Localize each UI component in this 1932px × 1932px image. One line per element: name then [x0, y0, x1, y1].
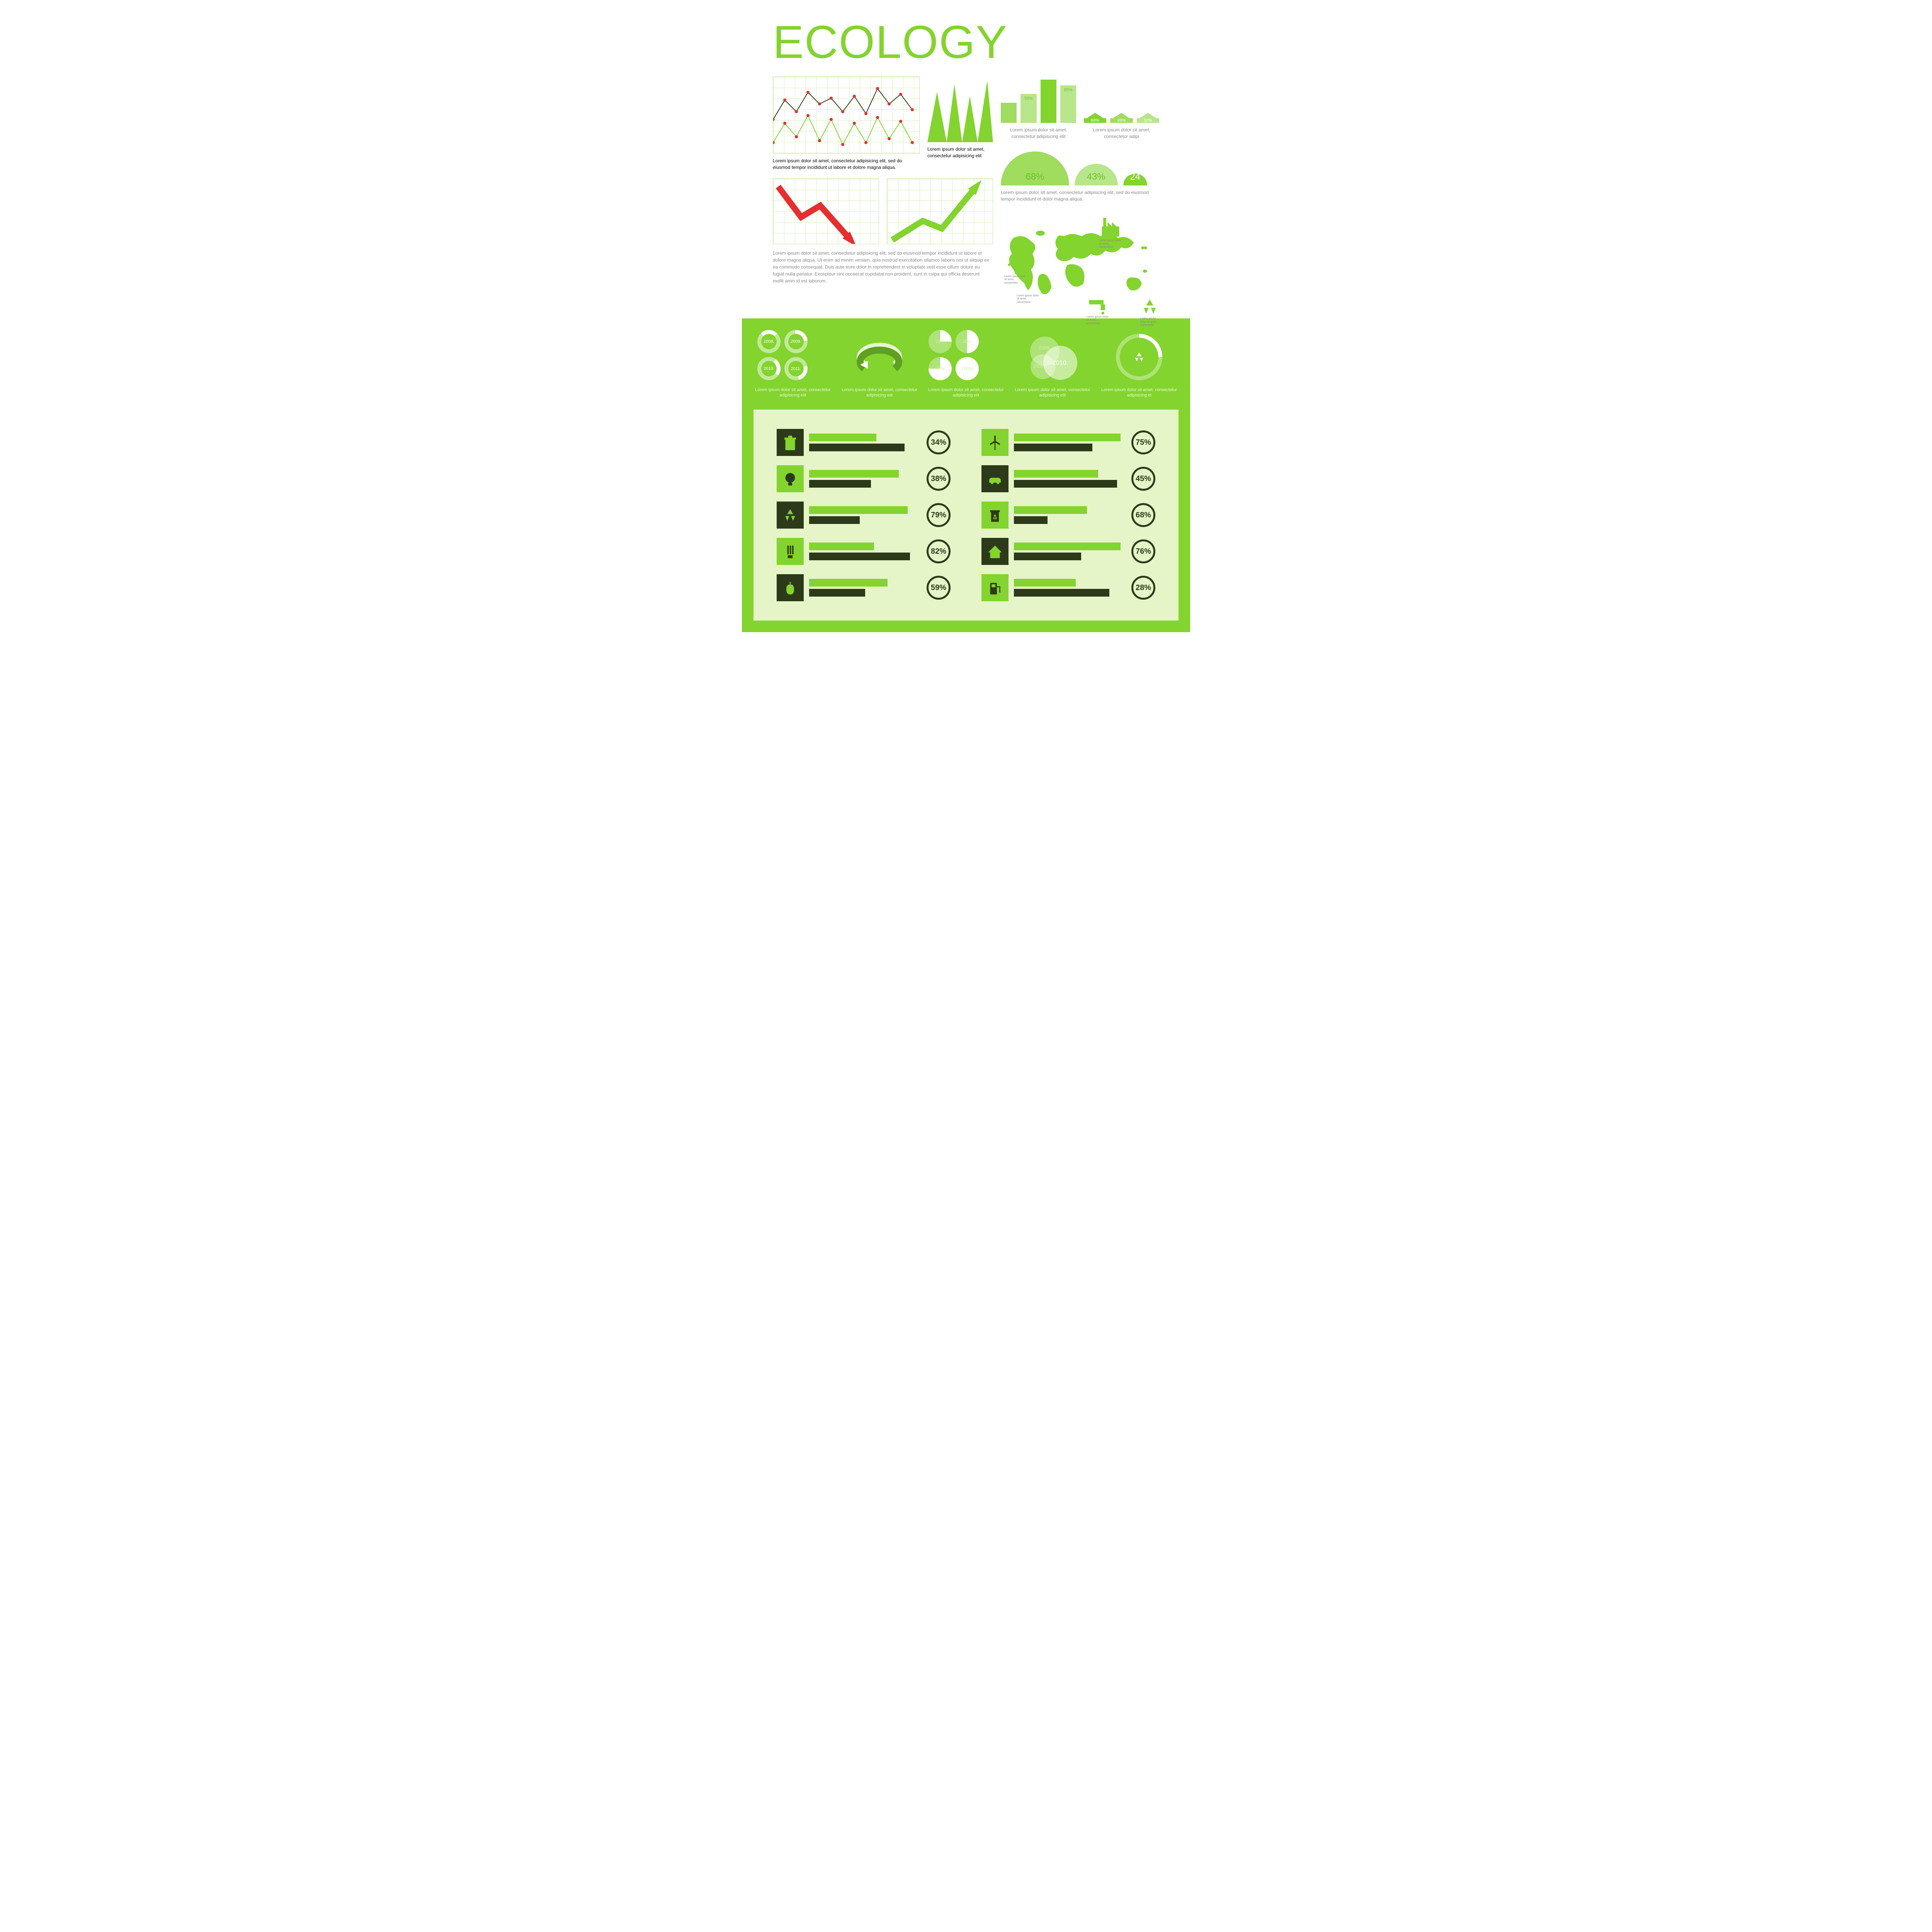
bulb-icon: [777, 465, 804, 492]
map-callout: Lorem ipsum dolor sit amet, consectetur: [1099, 215, 1122, 249]
progress-pct: 82%: [927, 539, 951, 563]
car-icon: [981, 465, 1009, 492]
recycle-bin-icon: [981, 502, 1009, 529]
progress-panel: 34% 75% 38% 45%: [753, 410, 1179, 621]
progress-row: 45%: [981, 465, 1155, 492]
progress-bar-top: [1014, 506, 1087, 514]
progress-bar-top: [809, 470, 899, 478]
progress-pct: 38%: [927, 467, 951, 491]
band-item-pie-grid: 25%50%75%100%Lorem ipsum dolor sit amet,…: [927, 330, 1005, 398]
progress-row: 28%: [981, 574, 1155, 601]
progress-pct: 76%: [1131, 539, 1155, 563]
bar: 50%: [1020, 94, 1036, 123]
progress-row: 76%: [981, 538, 1155, 565]
apple-icon: [777, 574, 804, 601]
wind-turbine-icon: [981, 429, 1009, 456]
line-chart: [773, 77, 920, 154]
progress-pct: 45%: [1131, 467, 1155, 491]
hump: 24: [1123, 173, 1147, 185]
bar-chart-b-caption: Lorem ipsum dolor sit amet, consectetur …: [1084, 127, 1159, 140]
humps-caption: Lorem ipsum dolor sit amet, consectetur …: [1001, 189, 1159, 202]
progress-pct: 79%: [927, 503, 951, 527]
progress-row: 75%: [981, 429, 1155, 456]
progress-row: 38%: [777, 465, 951, 492]
progress-bar-top: [1014, 434, 1121, 441]
progress-bar-bottom: [1014, 480, 1117, 488]
line-chart-caption: Lorem ipsum dolor sit amet, consectetur …: [773, 158, 920, 171]
progress-bar-top: [1014, 579, 1076, 587]
green-band: 2008.2009.2010.2011.Lorem ipsum dolor si…: [742, 318, 1190, 633]
progress-bar-bottom: [1014, 589, 1109, 597]
bar-chart-a-caption: Lorem ipsum dolor sit amet, consectetur …: [1001, 127, 1076, 140]
area-chart: [927, 77, 993, 142]
progress-bar-top: [809, 579, 888, 587]
trend-down-chart: [773, 179, 879, 244]
area-chart-caption: Lorem ipsum dolor sit amet, consectetur …: [927, 146, 993, 159]
progress-bar-top: [809, 434, 876, 441]
progress-bar-top: [1014, 470, 1098, 478]
map-callout: Lorem ipsum dolor sit amet, consectetur: [1017, 270, 1040, 304]
progress-row: 34%: [777, 429, 951, 456]
progress-row: 68%: [981, 502, 1155, 529]
svg-text:2010.: 2010.: [1053, 360, 1068, 366]
progress-bar-bottom: [1014, 516, 1048, 524]
recycle-icon: [777, 502, 804, 529]
progress-bar-bottom: [809, 589, 865, 597]
bar: [1041, 80, 1056, 123]
arrow-bar: 32%: [1137, 118, 1159, 123]
map-callout: Lorem ipsum dolor sit amet, consectetur: [1140, 297, 1159, 327]
progress-bar-bottom: [809, 553, 910, 560]
progress-bar-bottom: [1014, 444, 1092, 451]
band-item-recycle-dial: Lorem ipsum dolor sit amet, consectetur …: [1100, 330, 1179, 398]
hump: 43%: [1075, 164, 1118, 185]
progress-row: 82%: [777, 538, 951, 565]
trend-up-chart: [887, 179, 993, 244]
progress-bar-bottom: [809, 444, 905, 451]
semicircle-chart: 68% 43% 24: [1001, 151, 1159, 185]
arrow-bar: 49%: [1110, 118, 1133, 123]
progress-row: 59%: [777, 574, 951, 601]
svg-text:2008.: 2008.: [1039, 345, 1051, 350]
arrow-bar: 68%: [1084, 118, 1106, 123]
fuel-pump-icon: [981, 574, 1009, 601]
band-item-venn: 2008. 2009. 2010. Lorem ipsum dolor sit …: [1013, 330, 1092, 398]
progress-bar-top: [809, 506, 908, 514]
progress-pct: 34%: [927, 430, 951, 454]
bar-chart-b: 68% 49% 32% Lorem ipsum dolor sit amet, co…: [1084, 77, 1159, 140]
bar: [1001, 103, 1017, 123]
bar-chart-a: 50% 65% Lorem ipsum dolor sit amet, conse…: [1001, 77, 1076, 140]
eco-house-icon: [981, 538, 1009, 565]
progress-bar-bottom: [1014, 553, 1081, 560]
trash-icon: [777, 429, 804, 456]
progress-bar-bottom: [809, 480, 871, 488]
svg-text:2009.: 2009.: [1033, 364, 1045, 369]
map-callout: Lorem ipsum dolor sit amet, consectetur: [1086, 291, 1109, 326]
long-paragraph: Lorem ipsum dolor sit amet, consectetur …: [773, 250, 989, 284]
progress-bar-top: [1014, 543, 1121, 550]
bar: 65%: [1060, 85, 1076, 123]
progress-bar-bottom: [809, 516, 860, 524]
band-item-arc-3d: Lorem ipsum dolor sit amet, consectetur …: [840, 330, 919, 398]
world-map: Lorem ipsum dolor sit amet, consectetur L…: [1001, 210, 1159, 307]
progress-pct: 59%: [927, 576, 951, 600]
cfl-bulb-icon: [777, 538, 804, 565]
progress-pct: 68%: [1131, 503, 1155, 527]
progress-row: 79%: [777, 502, 951, 529]
band-item-donut-years: 2008.2009.2010.2011.Lorem ipsum dolor si…: [753, 330, 832, 398]
map-callout: [1140, 243, 1148, 252]
progress-pct: 28%: [1131, 576, 1155, 600]
hump: 68%: [1001, 151, 1069, 185]
progress-bar-top: [809, 543, 874, 550]
page-title: ECOLOGY: [773, 15, 1159, 69]
progress-pct: 75%: [1131, 430, 1155, 454]
